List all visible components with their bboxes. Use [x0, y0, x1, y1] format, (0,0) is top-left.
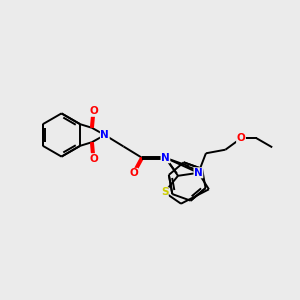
Text: O: O [89, 106, 98, 116]
Text: S: S [161, 187, 168, 197]
Text: O: O [89, 154, 98, 164]
Text: O: O [129, 168, 138, 178]
Text: O: O [237, 133, 245, 143]
Text: N: N [100, 130, 109, 140]
Text: N: N [161, 153, 170, 163]
Text: N: N [194, 168, 203, 178]
